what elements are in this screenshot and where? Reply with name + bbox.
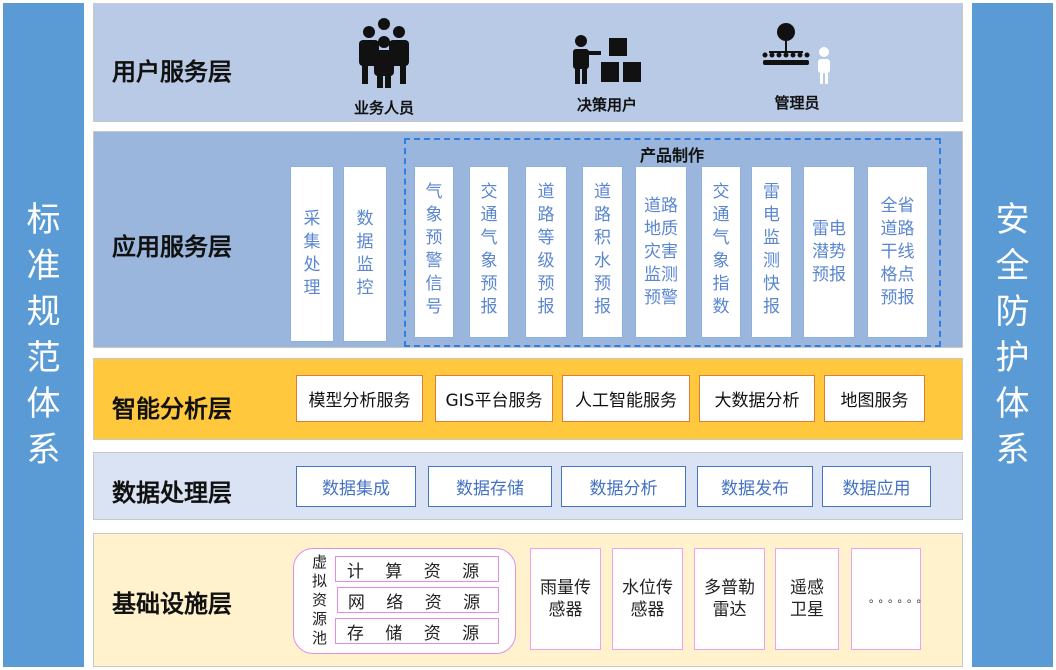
smart-item[interactable]: GIS平台服务 xyxy=(435,375,553,422)
data-item[interactable]: 数据分析 xyxy=(561,466,686,507)
more-sensors-item[interactable]: 。。。。。。 xyxy=(851,548,932,650)
compute-resource[interactable]: 计 算 资 源 xyxy=(335,556,499,582)
product-label: 雷电监测快报 xyxy=(763,182,780,317)
product-item[interactable]: 交通气象指数 xyxy=(701,166,741,338)
user-label-business: 业务人员 xyxy=(353,99,414,117)
product-item[interactable]: 交通气象预报 xyxy=(469,166,509,338)
data-item[interactable]: 数据应用 xyxy=(822,466,931,507)
virtual-resource-pool-label: 虚拟资源池 xyxy=(312,553,328,647)
product-item[interactable]: 雷电监测快报 xyxy=(751,166,792,338)
product-item[interactable]: 雷电潜势预报 xyxy=(803,166,855,338)
product-label: 全省道路干线格点预报 xyxy=(880,195,915,308)
app-item-monitoring[interactable]: 数据监控 xyxy=(343,166,387,342)
data-item[interactable]: 数据发布 xyxy=(697,466,813,507)
product-label: 道路地质灾害监测预警 xyxy=(644,195,678,308)
storage-resource[interactable]: 存 储 资 源 xyxy=(335,618,499,644)
smart-item[interactable]: 人工智能服务 xyxy=(562,375,690,422)
layer-title: 数据处理层 xyxy=(112,478,232,507)
user-service-layer: 用户服务层 业务人员 决策用户 管理员 xyxy=(93,3,963,122)
product-making-group xyxy=(404,138,941,347)
sensor-item[interactable]: 遥感卫星 xyxy=(775,548,839,650)
user-label-decision: 决策用户 xyxy=(576,96,637,114)
product-making-title: 产品制作 xyxy=(639,146,704,165)
product-label: 交通气象指数 xyxy=(712,182,730,317)
data-item[interactable]: 数据存储 xyxy=(428,466,552,507)
product-item[interactable]: 气象预警信号 xyxy=(414,166,454,338)
sensor-label: 水位传感器 xyxy=(622,578,673,620)
product-label: 雷电潜势预报 xyxy=(812,218,846,285)
app-item-label: 采集处理 xyxy=(303,209,321,298)
group-people-icon xyxy=(359,18,409,88)
data-item[interactable]: 数据集成 xyxy=(296,466,416,507)
layer-title: 应用服务层 xyxy=(112,232,232,261)
product-label: 气象预警信号 xyxy=(425,182,443,317)
layer-title: 基础设施层 xyxy=(112,589,232,618)
sensor-item[interactable]: 水位传感器 xyxy=(612,548,683,650)
sensor-item[interactable]: 雨量传感器 xyxy=(530,548,601,650)
product-item[interactable]: 全省道路干线格点预报 xyxy=(867,166,928,338)
ellipsis-label: 。。。。。。 xyxy=(868,592,932,605)
sensor-item[interactable]: 多普勒雷达 xyxy=(694,548,765,650)
product-item[interactable]: 道路地质灾害监测预警 xyxy=(635,166,687,338)
standards-system-bar: 标准规范体系 xyxy=(3,3,84,667)
layer-title: 用户服务层 xyxy=(112,57,232,86)
data-processing-layer: 数据处理层 xyxy=(93,452,963,520)
network-resource[interactable]: 网 络 资 源 xyxy=(337,587,499,613)
product-item[interactable]: 道路等级预报 xyxy=(525,166,567,338)
product-label: 交通气象预报 xyxy=(480,182,498,317)
sensor-label: 雨量传感器 xyxy=(540,578,591,620)
sensor-label: 多普勒雷达 xyxy=(704,578,755,620)
presenter-boxes-icon xyxy=(573,35,641,84)
product-item[interactable]: 道路积水预报 xyxy=(582,166,623,338)
sensor-label: 遥感卫星 xyxy=(790,578,824,620)
org-admin-icon xyxy=(762,23,830,84)
app-item-collection[interactable]: 采集处理 xyxy=(290,166,334,342)
standards-system-label: 标准规范体系 xyxy=(26,200,61,470)
smart-item[interactable]: 地图服务 xyxy=(824,375,925,422)
app-item-label: 数据监控 xyxy=(356,209,374,298)
layer-title: 智能分析层 xyxy=(112,394,232,423)
security-system-bar: 安全防护体系 xyxy=(972,3,1053,667)
smart-item[interactable]: 大数据分析 xyxy=(699,375,815,422)
product-label: 道路积水预报 xyxy=(594,182,611,317)
security-system-label: 安全防护体系 xyxy=(995,200,1030,470)
user-label-admin: 管理员 xyxy=(774,94,820,112)
smart-item[interactable]: 模型分析服务 xyxy=(296,375,423,422)
product-label: 道路等级预报 xyxy=(537,182,555,317)
